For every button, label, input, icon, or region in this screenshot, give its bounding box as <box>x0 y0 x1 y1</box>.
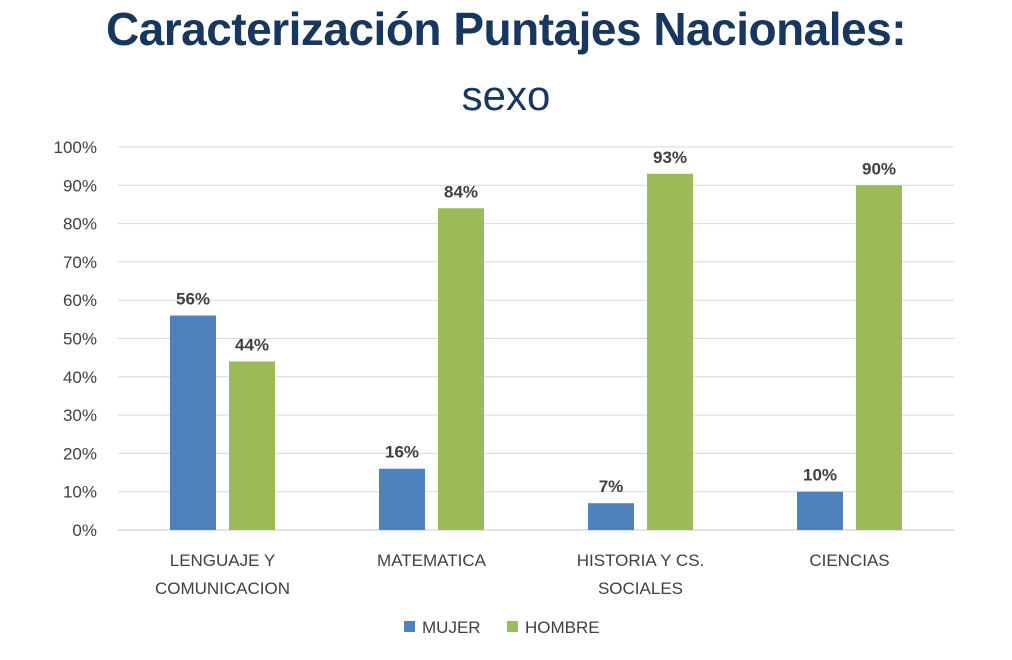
bar-mujer <box>170 315 216 530</box>
x-tick-label: CIENCIAS <box>809 551 889 570</box>
legend-swatch-mujer <box>404 621 415 632</box>
y-tick-label: 100% <box>54 138 97 157</box>
bar-mujer <box>797 491 843 530</box>
bar-hombre <box>438 208 484 530</box>
y-tick-label: 30% <box>63 406 97 425</box>
data-label: 7% <box>599 477 624 496</box>
y-tick-label: 50% <box>63 330 97 349</box>
y-tick-label: 60% <box>63 291 97 310</box>
data-label: 90% <box>862 159 896 178</box>
chart-title: Caracterización Puntajes Nacionales: <box>105 3 907 55</box>
data-label: 84% <box>444 182 478 201</box>
x-tick-label: MATEMATICA <box>377 551 487 570</box>
x-tick-label: COMUNICACION <box>155 579 290 598</box>
chart-subtitle: sexo <box>461 72 551 119</box>
y-tick-label: 10% <box>63 483 97 502</box>
y-tick-label: 0% <box>72 521 97 540</box>
y-tick-label: 40% <box>63 368 97 387</box>
bar-hombre <box>856 185 902 531</box>
bar-hombre <box>229 361 275 530</box>
bar-hombre <box>647 173 693 530</box>
y-tick-label: 90% <box>63 176 97 195</box>
y-tick-label: 70% <box>63 253 97 272</box>
y-tick-label: 20% <box>63 444 97 463</box>
data-label: 44% <box>235 335 269 354</box>
data-label: 56% <box>176 290 210 309</box>
bar-mujer <box>588 503 634 530</box>
x-tick-label: SOCIALES <box>598 579 683 598</box>
legend-swatch-hombre <box>507 621 518 632</box>
data-label: 10% <box>803 466 837 485</box>
y-tick-label: 80% <box>63 215 97 234</box>
data-label: 93% <box>653 148 687 167</box>
x-tick-label: LENGUAJE Y <box>170 551 276 570</box>
data-label: 16% <box>385 443 419 462</box>
x-tick-label: HISTORIA Y CS. <box>577 551 705 570</box>
legend-label: MUJER <box>422 618 481 637</box>
bar-mujer <box>379 468 425 530</box>
legend-label: HOMBRE <box>525 618 600 637</box>
